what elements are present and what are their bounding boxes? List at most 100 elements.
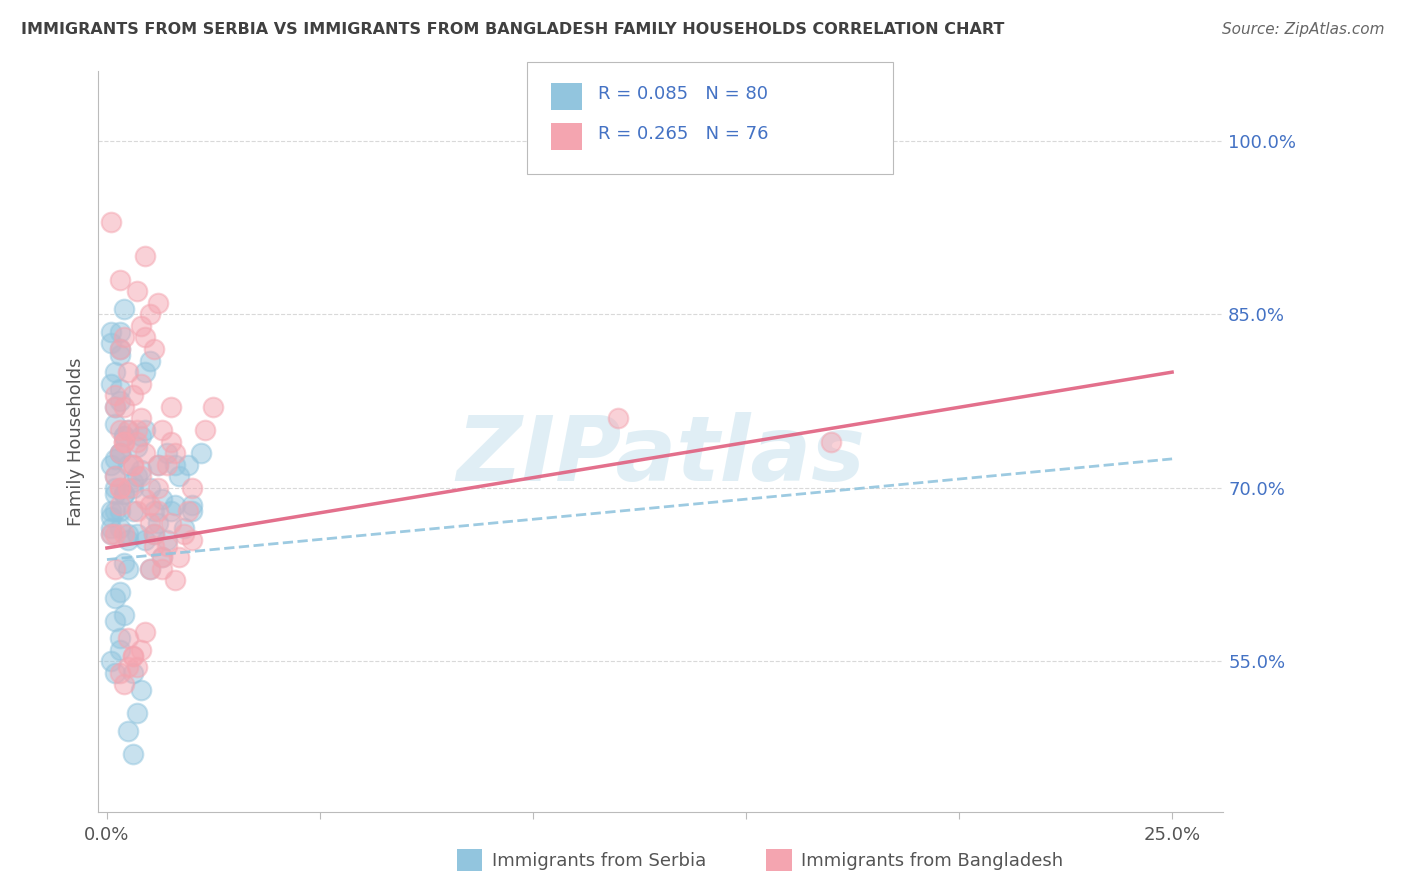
Text: Immigrants from Serbia: Immigrants from Serbia — [492, 852, 706, 870]
Point — [146, 295, 169, 310]
Point — [165, 458, 187, 472]
Point — [125, 527, 148, 541]
Point — [125, 434, 148, 449]
Point — [129, 469, 152, 483]
Point — [169, 550, 191, 565]
Point — [112, 330, 135, 344]
Point — [820, 434, 842, 449]
Point — [117, 527, 139, 541]
Point — [121, 665, 143, 680]
Point — [125, 706, 148, 721]
Point — [138, 353, 160, 368]
Point — [121, 747, 143, 761]
Point — [117, 365, 139, 379]
Point — [112, 527, 135, 541]
Point — [108, 631, 131, 645]
Point — [117, 631, 139, 645]
Point — [129, 683, 152, 698]
Point — [117, 458, 139, 472]
Point — [138, 516, 160, 530]
Point — [181, 504, 204, 518]
Point — [155, 446, 177, 460]
Point — [117, 533, 139, 547]
Point — [169, 469, 191, 483]
Point — [112, 301, 135, 316]
Point — [112, 429, 135, 443]
Point — [177, 458, 200, 472]
Point — [112, 677, 135, 691]
Point — [129, 318, 152, 333]
Point — [134, 365, 156, 379]
Point — [134, 250, 156, 264]
Point — [146, 504, 169, 518]
Point — [117, 562, 139, 576]
Point — [125, 423, 148, 437]
Point — [181, 481, 204, 495]
Point — [117, 481, 139, 495]
Point — [100, 458, 122, 472]
Point — [104, 591, 127, 605]
Point — [112, 486, 135, 500]
Point — [108, 446, 131, 460]
Point — [202, 400, 225, 414]
Text: R = 0.265   N = 76: R = 0.265 N = 76 — [598, 125, 768, 143]
Point — [117, 660, 139, 674]
Point — [108, 342, 131, 356]
Point — [108, 665, 131, 680]
Point — [100, 336, 122, 351]
Point — [150, 423, 173, 437]
Point — [129, 376, 152, 391]
Point — [100, 376, 122, 391]
Point — [108, 325, 131, 339]
Point — [104, 486, 127, 500]
Point — [138, 498, 160, 512]
Point — [104, 469, 127, 483]
Point — [108, 521, 131, 535]
Point — [155, 458, 177, 472]
Point — [121, 458, 143, 472]
Point — [134, 492, 156, 507]
Point — [112, 556, 135, 570]
Point — [112, 434, 135, 449]
Point — [121, 504, 143, 518]
Point — [177, 504, 200, 518]
Point — [104, 417, 127, 432]
Point — [104, 400, 127, 414]
Point — [104, 400, 127, 414]
Point — [104, 504, 127, 518]
Point — [150, 562, 173, 576]
Point — [150, 550, 173, 565]
Point — [165, 446, 187, 460]
Point — [129, 642, 152, 657]
Point — [134, 625, 156, 640]
Point — [112, 486, 135, 500]
Point — [121, 388, 143, 402]
Point — [112, 429, 135, 443]
Point — [104, 562, 127, 576]
Point — [160, 504, 183, 518]
Point — [108, 348, 131, 362]
Text: R = 0.085   N = 80: R = 0.085 N = 80 — [598, 85, 768, 103]
Point — [100, 654, 122, 668]
Point — [125, 284, 148, 298]
Point — [155, 533, 177, 547]
Point — [165, 574, 187, 588]
Point — [100, 215, 122, 229]
Point — [607, 411, 630, 425]
Point — [146, 481, 169, 495]
Point — [138, 307, 160, 321]
Point — [181, 533, 204, 547]
Text: ZIPatlas: ZIPatlas — [457, 412, 865, 500]
Point — [165, 498, 187, 512]
Point — [125, 660, 148, 674]
Point — [146, 458, 169, 472]
Point — [121, 458, 143, 472]
Point — [129, 411, 152, 425]
Point — [108, 383, 131, 397]
Y-axis label: Family Households: Family Households — [66, 358, 84, 525]
Point — [104, 365, 127, 379]
Point — [100, 504, 122, 518]
Point — [104, 665, 127, 680]
Point — [108, 394, 131, 409]
Point — [108, 642, 131, 657]
